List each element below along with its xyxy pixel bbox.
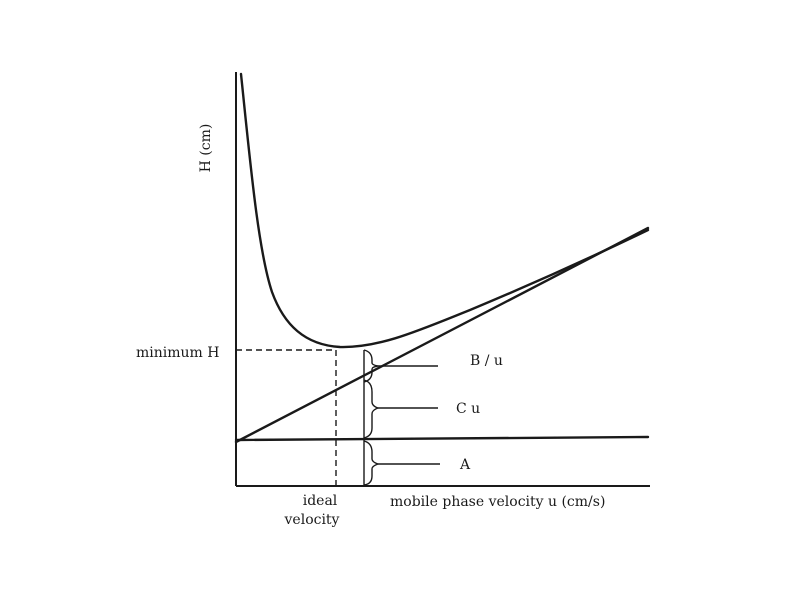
b-over-u-brace bbox=[363, 349, 379, 383]
x-axis-label: mobile phase velocity u (cm/s) bbox=[390, 494, 605, 510]
a-plus-cu-line bbox=[234, 226, 650, 444]
y-axis-label: H (cm) bbox=[198, 124, 214, 173]
a-label: A bbox=[459, 457, 471, 473]
ideal-velocity-label-line2: velocity bbox=[284, 512, 340, 528]
c-u-label: C u bbox=[456, 401, 480, 417]
a-brace bbox=[363, 440, 381, 486]
van-deemter-curve bbox=[239, 72, 650, 349]
c-u-brace bbox=[363, 379, 381, 439]
minimum-h-label: minimum H bbox=[136, 345, 219, 361]
ideal-velocity-label-line1: ideal bbox=[303, 493, 338, 509]
a-term-line bbox=[234, 435, 650, 442]
b-over-u-label: B / u bbox=[470, 353, 503, 369]
